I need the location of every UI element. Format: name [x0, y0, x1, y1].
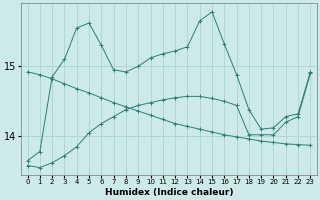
X-axis label: Humidex (Indice chaleur): Humidex (Indice chaleur) [105, 188, 233, 197]
